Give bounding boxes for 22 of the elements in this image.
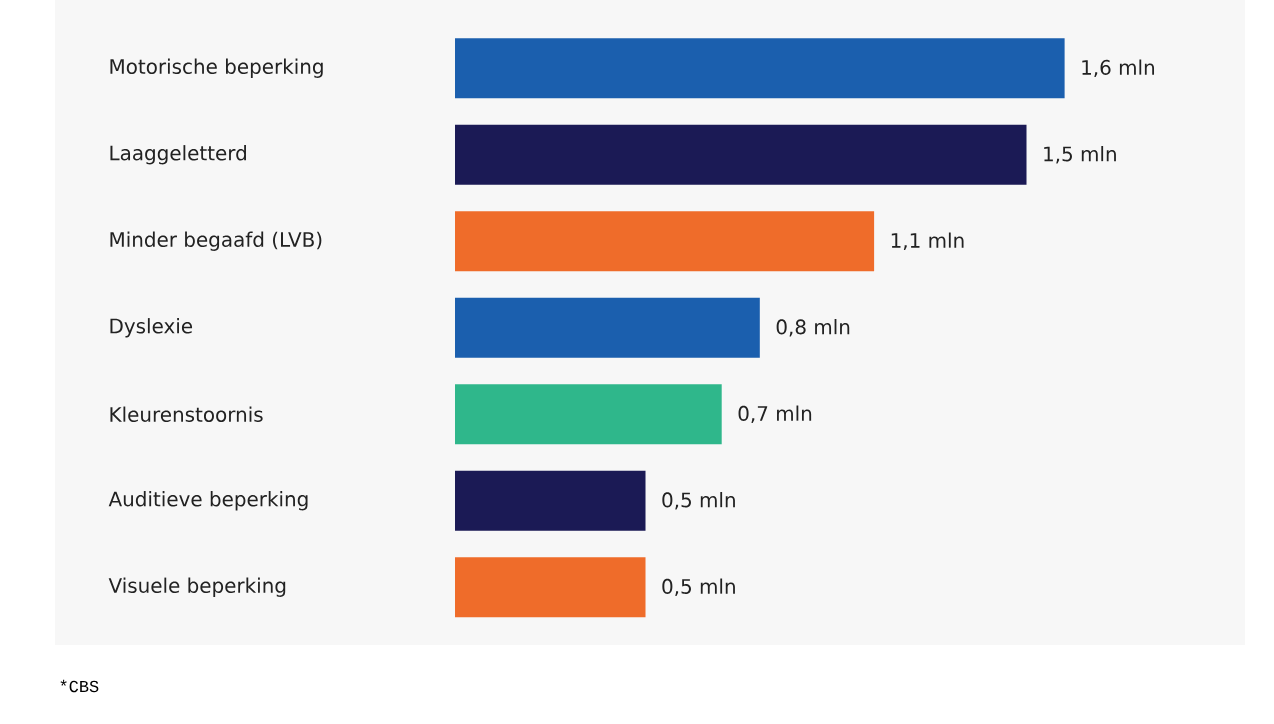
bar xyxy=(455,38,1065,99)
y-tick-label: Motorische beperking xyxy=(110,58,323,78)
data-label: 0,5 mln xyxy=(662,492,735,510)
y-tick-label: Minder begaafd (LVB) xyxy=(110,231,322,251)
y-tick-label: Kleurenstoornis xyxy=(110,406,263,422)
y-tick-label: Dyslexie xyxy=(110,318,193,338)
bar xyxy=(455,211,875,272)
data-label: 0,5 mln xyxy=(662,578,735,596)
y-tick-label: Laaggeletterd xyxy=(110,145,246,165)
bar xyxy=(455,124,1027,185)
text: *CBS xyxy=(60,679,99,693)
data-label: 1,5 mln xyxy=(1044,146,1116,164)
bar xyxy=(455,384,722,445)
bar xyxy=(455,297,760,358)
y-tick-label: Visuele beperking xyxy=(108,577,286,597)
bar xyxy=(455,470,646,531)
data-label: 1,1 mln xyxy=(891,232,964,250)
data-label: 0,8 mln xyxy=(776,319,850,337)
y-tick-label: Auditieve beperking xyxy=(108,491,308,511)
bar xyxy=(455,557,646,618)
data-label: 1,6 mln xyxy=(1082,59,1155,77)
data-label: 0,7 mln xyxy=(738,405,812,423)
